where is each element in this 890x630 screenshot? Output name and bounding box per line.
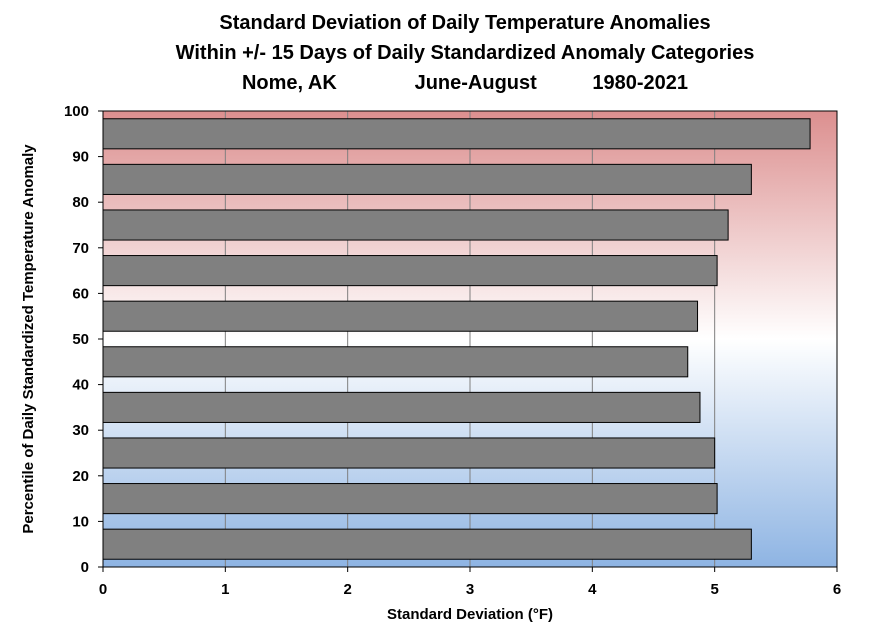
y-tick-label-4: 40 xyxy=(72,377,89,394)
bar-5 xyxy=(102,528,752,560)
bar-45 xyxy=(102,346,689,378)
y-tick-label-3: 30 xyxy=(72,422,89,439)
y-tick-label-9: 90 xyxy=(72,149,89,166)
chart-title: Standard Deviation of Daily Temperature … xyxy=(0,8,890,98)
bar-65 xyxy=(102,255,718,287)
x-tick-label-2: 2 xyxy=(343,581,351,598)
y-tick-label-7: 70 xyxy=(72,240,89,257)
chart-title-line-3: Nome, AK June-August 1980-2021 xyxy=(241,72,689,94)
chart-title-line-1: Standard Deviation of Daily Temperature … xyxy=(219,12,711,34)
x-tick-label-4: 4 xyxy=(588,581,597,598)
x-axis-label: Standard Deviation (°F) xyxy=(387,606,553,623)
bar-25 xyxy=(102,437,716,469)
bar-35 xyxy=(102,391,701,423)
y-tick-label-0: 0 xyxy=(81,559,89,576)
bar-85 xyxy=(102,163,752,195)
y-tick-label-5: 50 xyxy=(72,331,89,348)
y-tick-label-2: 20 xyxy=(72,468,89,485)
x-tick-label-3: 3 xyxy=(466,581,474,598)
y-axis-ticks: 0 10 20 30 40 50 60 70 80 90 100 xyxy=(64,103,103,576)
bar-15 xyxy=(102,483,718,515)
bar-55 xyxy=(102,300,699,332)
y-tick-label-6: 60 xyxy=(72,285,89,302)
x-tick-label-0: 0 xyxy=(99,581,107,598)
x-tick-label-6: 6 xyxy=(833,581,841,598)
x-tick-label-5: 5 xyxy=(710,581,718,598)
bar-series xyxy=(102,118,811,560)
y-axis-label: Percentile of Daily Standardized Tempera… xyxy=(20,144,37,534)
y-tick-label-10: 100 xyxy=(64,103,89,120)
chart-title-line-2: Within +/- 15 Days of Daily Standardized… xyxy=(175,42,755,64)
y-tick-label-8: 80 xyxy=(72,194,89,211)
y-tick-label-1: 10 xyxy=(72,513,89,530)
x-tick-label-1: 1 xyxy=(221,581,229,598)
x-axis-ticks: 0 1 2 3 4 5 6 xyxy=(99,567,841,598)
bar-95 xyxy=(102,118,811,150)
bar-75 xyxy=(102,209,729,241)
